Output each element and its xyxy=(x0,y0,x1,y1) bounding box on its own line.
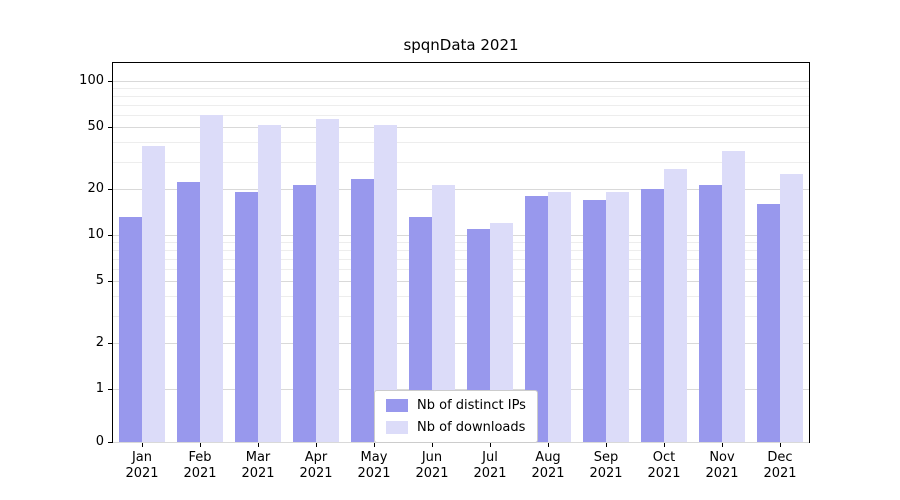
x-tick-label: Jul 2021 xyxy=(473,450,507,482)
y-tick-mark xyxy=(108,127,112,129)
minor-gridline xyxy=(113,104,809,106)
x-tick-mark xyxy=(142,443,143,447)
bar-downloads xyxy=(664,168,688,442)
x-tick-label: Jun 2021 xyxy=(415,450,449,482)
major-gridline xyxy=(113,188,809,190)
y-tick-label: 1 xyxy=(95,381,104,396)
major-gridline xyxy=(113,342,809,344)
bar-distinct-ips xyxy=(350,179,374,442)
bar-downloads xyxy=(374,124,398,442)
y-tick-label: 2 xyxy=(95,334,104,350)
chart-title: spqnData 2021 xyxy=(403,36,519,54)
x-tick-label: Aug 2021 xyxy=(531,450,565,482)
x-tick-mark xyxy=(722,443,723,447)
major-gridline xyxy=(113,235,809,236)
y-tick-mark xyxy=(108,281,112,283)
bar-distinct-ips xyxy=(176,182,200,442)
legend-swatch-downloads xyxy=(386,421,408,434)
bar-distinct-ips xyxy=(234,192,258,442)
bar-downloads xyxy=(258,124,282,442)
y-tick-mark xyxy=(108,342,112,344)
minor-gridline xyxy=(113,249,809,251)
x-tick-label: May 2021 xyxy=(357,450,391,482)
bar-downloads xyxy=(142,145,166,442)
x-tick-mark xyxy=(316,443,317,447)
y-tick-label: 0 xyxy=(95,434,104,449)
bar-downloads xyxy=(316,118,340,442)
minor-gridline xyxy=(113,88,809,90)
major-gridline xyxy=(113,127,809,129)
bar-downloads xyxy=(432,185,456,442)
bar-distinct-ips xyxy=(582,199,606,442)
bar-distinct-ips xyxy=(698,185,722,442)
y-tick-label: 100 xyxy=(79,73,104,88)
x-tick-label: Sep 2021 xyxy=(589,450,623,482)
y-tick-label: 5 xyxy=(95,273,104,289)
bar-downloads xyxy=(722,151,746,442)
y-tick-mark xyxy=(108,235,112,236)
x-tick-label: Apr 2021 xyxy=(299,450,333,482)
y-tick-mark xyxy=(108,81,112,82)
x-tick-mark xyxy=(374,443,375,447)
y-tick-mark xyxy=(108,389,112,390)
bar-distinct-ips xyxy=(756,203,780,442)
x-tick-mark xyxy=(664,443,665,447)
legend-item-downloads: Nb of downloads xyxy=(386,420,526,435)
major-gridline xyxy=(113,81,809,82)
legend-item-distinct-ips: Nb of distinct IPs xyxy=(386,398,526,413)
minor-gridline xyxy=(113,258,809,260)
bar-downloads xyxy=(780,173,804,442)
minor-gridline xyxy=(113,95,809,97)
x-tick-label: Dec 2021 xyxy=(763,450,797,482)
x-tick-label: Feb 2021 xyxy=(183,450,217,482)
minor-gridline xyxy=(113,161,809,163)
major-gridline xyxy=(113,281,809,283)
y-tick-label: 10 xyxy=(87,227,104,242)
y-tick-label: 50 xyxy=(87,119,104,135)
bar-distinct-ips xyxy=(524,195,548,442)
bar-distinct-ips xyxy=(118,217,142,442)
y-tick-label: 20 xyxy=(87,180,104,196)
minor-gridline xyxy=(113,269,809,271)
x-tick-label: Nov 2021 xyxy=(705,450,739,482)
x-tick-mark xyxy=(258,443,259,447)
bar-downloads xyxy=(606,192,630,442)
x-tick-mark xyxy=(200,443,201,447)
x-tick-label: Jan 2021 xyxy=(125,450,159,482)
bar-downloads xyxy=(548,192,572,442)
legend: Nb of distinct IPs Nb of downloads xyxy=(374,390,538,443)
bar-downloads xyxy=(200,115,224,442)
bar-distinct-ips xyxy=(640,188,664,442)
x-tick-label: Oct 2021 xyxy=(647,450,681,482)
legend-label-downloads: Nb of downloads xyxy=(417,420,526,435)
legend-label-distinct-ips: Nb of distinct IPs xyxy=(417,398,526,413)
minor-gridline xyxy=(113,115,809,117)
x-tick-mark xyxy=(432,443,433,447)
minor-gridline xyxy=(113,296,809,298)
x-tick-mark xyxy=(548,443,549,447)
legend-swatch-distinct-ips xyxy=(386,399,408,412)
y-tick-mark xyxy=(108,442,112,443)
minor-gridline xyxy=(113,315,809,317)
x-tick-mark xyxy=(780,443,781,447)
bar-downloads xyxy=(490,222,514,442)
x-tick-mark xyxy=(606,443,607,447)
minor-gridline xyxy=(113,242,809,244)
bar-distinct-ips xyxy=(292,185,316,442)
x-tick-label: Mar 2021 xyxy=(241,450,275,482)
x-tick-mark xyxy=(490,443,491,447)
bar-distinct-ips xyxy=(408,217,432,442)
plot-area xyxy=(112,62,810,443)
y-tick-mark xyxy=(108,188,112,190)
bar-distinct-ips xyxy=(466,228,490,442)
minor-gridline xyxy=(113,142,809,144)
major-gridline xyxy=(113,389,809,390)
